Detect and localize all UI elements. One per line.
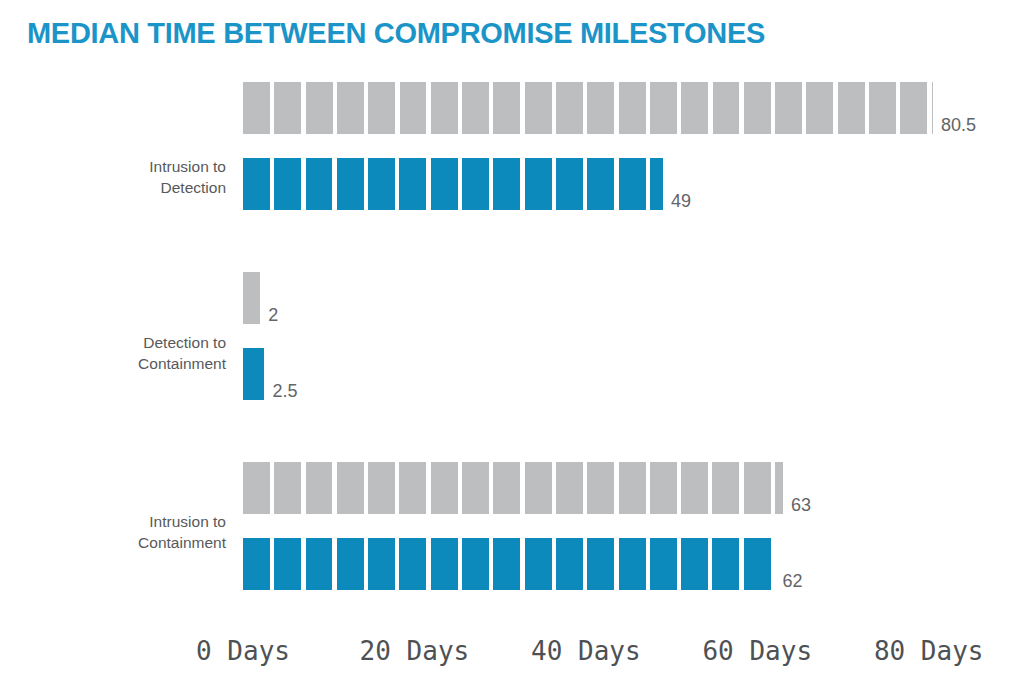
category-label-line: Detection xyxy=(26,177,226,199)
category-label: Detection toContainment xyxy=(26,332,226,375)
category-label-line: Detection to xyxy=(26,332,226,354)
category-label-line: Containment xyxy=(26,353,226,375)
bar-blue-series xyxy=(243,348,264,400)
x-axis-tick-label: 40 Days xyxy=(531,636,641,666)
category-label-line: Intrusion to xyxy=(26,511,226,533)
bar-gray-series xyxy=(243,272,260,324)
x-axis-tick-label: 0 Days xyxy=(196,636,290,666)
bar-gray-series xyxy=(243,82,933,134)
value-label: 2.5 xyxy=(272,381,297,401)
x-axis-tick-label: 20 Days xyxy=(360,636,470,666)
chart-title: MEDIAN TIME BETWEEN COMPROMISE MILESTONE… xyxy=(27,17,765,50)
x-axis-tick-label: 80 Days xyxy=(874,636,984,666)
x-axis-tick-label: 60 Days xyxy=(702,636,812,666)
chart-canvas: MEDIAN TIME BETWEEN COMPROMISE MILESTONE… xyxy=(0,0,1012,683)
category-label: Intrusion toDetection xyxy=(26,156,226,199)
value-label: 49 xyxy=(671,191,691,211)
value-label: 63 xyxy=(791,495,811,515)
value-label: 62 xyxy=(782,571,802,591)
category-label: Intrusion toContainment xyxy=(26,511,226,554)
category-label-line: Containment xyxy=(26,532,226,554)
category-label-line: Intrusion to xyxy=(26,156,226,178)
value-label: 2 xyxy=(268,305,278,325)
bar-gray-series xyxy=(243,462,783,514)
bar-blue-series xyxy=(243,538,774,590)
value-label: 80.5 xyxy=(941,115,976,135)
bar-blue-series xyxy=(243,158,663,210)
